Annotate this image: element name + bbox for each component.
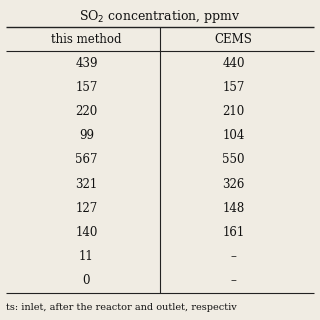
Text: 104: 104 xyxy=(222,129,245,142)
Text: 567: 567 xyxy=(75,153,98,166)
Text: 440: 440 xyxy=(222,57,245,70)
Text: 161: 161 xyxy=(222,226,245,239)
Text: 220: 220 xyxy=(75,105,98,118)
Text: –: – xyxy=(231,274,236,287)
Text: –: – xyxy=(231,250,236,263)
Text: 148: 148 xyxy=(222,202,245,215)
Text: SO$_2$ concentration, ppmv: SO$_2$ concentration, ppmv xyxy=(79,8,241,25)
Text: 439: 439 xyxy=(75,57,98,70)
Text: ts: inlet, after the reactor and outlet, respectiv: ts: inlet, after the reactor and outlet,… xyxy=(6,303,237,312)
Text: 0: 0 xyxy=(83,274,90,287)
Text: this method: this method xyxy=(51,33,122,46)
Text: 99: 99 xyxy=(79,129,94,142)
Text: 11: 11 xyxy=(79,250,94,263)
Text: 140: 140 xyxy=(75,226,98,239)
Text: 550: 550 xyxy=(222,153,245,166)
Text: CEMS: CEMS xyxy=(215,33,252,46)
Text: 326: 326 xyxy=(222,178,245,191)
Text: 321: 321 xyxy=(75,178,98,191)
Text: 157: 157 xyxy=(222,81,245,94)
Text: 127: 127 xyxy=(75,202,98,215)
Text: 210: 210 xyxy=(222,105,245,118)
Text: 157: 157 xyxy=(75,81,98,94)
